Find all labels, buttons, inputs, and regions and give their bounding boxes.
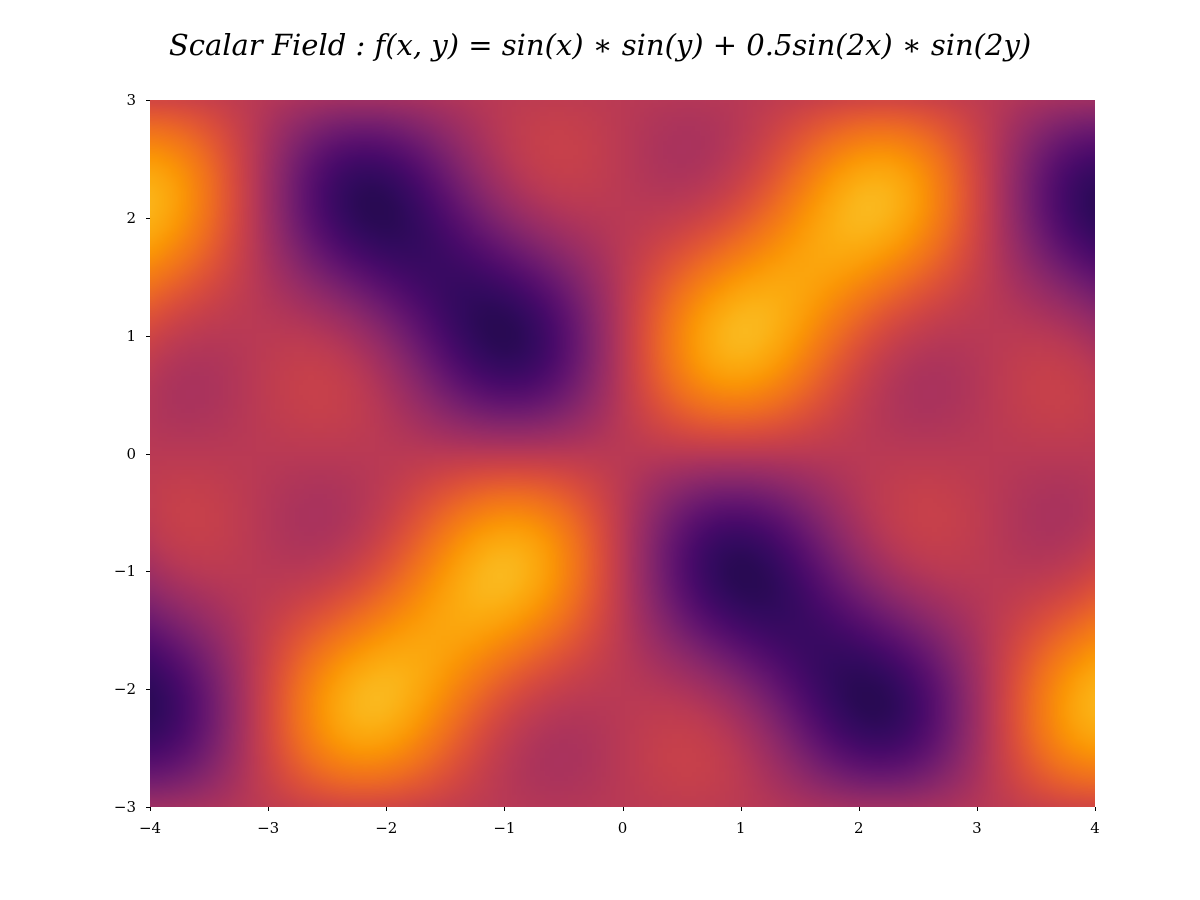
y-tick-label: −1 [114, 562, 136, 580]
x-tick-label: −4 [139, 819, 161, 837]
x-tick-mark [977, 807, 978, 811]
x-tick-mark [623, 807, 624, 811]
x-tick-mark [268, 807, 269, 811]
x-tick-label: −1 [493, 819, 515, 837]
y-tick-label: 0 [126, 445, 136, 463]
heatmap-canvas [150, 100, 1095, 807]
y-tick-label: 1 [126, 327, 136, 345]
y-tick-mark [146, 454, 150, 455]
x-tick-mark [504, 807, 505, 811]
plot-area [150, 100, 1095, 807]
x-tick-label: 2 [854, 819, 864, 837]
y-tick-mark [146, 571, 150, 572]
y-tick-mark [146, 218, 150, 219]
x-tick-mark [386, 807, 387, 811]
y-tick-label: −3 [114, 798, 136, 816]
x-tick-mark [859, 807, 860, 811]
x-tick-mark [150, 807, 151, 811]
y-tick-mark [146, 336, 150, 337]
x-tick-label: −2 [375, 819, 397, 837]
x-tick-label: −3 [257, 819, 279, 837]
x-tick-mark [741, 807, 742, 811]
y-tick-label: −2 [114, 680, 136, 698]
x-tick-label: 4 [1090, 819, 1100, 837]
y-tick-label: 2 [126, 209, 136, 227]
x-tick-label: 3 [972, 819, 982, 837]
figure: Scalar Field : f(x, y) = sin(x) ∗ sin(y)… [0, 0, 1200, 900]
y-tick-mark [146, 807, 150, 808]
y-tick-mark [146, 100, 150, 101]
y-tick-label: 3 [126, 91, 136, 109]
x-tick-label: 0 [618, 819, 628, 837]
chart-title: Scalar Field : f(x, y) = sin(x) ∗ sin(y)… [0, 28, 1200, 62]
x-tick-mark [1095, 807, 1096, 811]
x-tick-label: 1 [736, 819, 746, 837]
y-tick-mark [146, 689, 150, 690]
